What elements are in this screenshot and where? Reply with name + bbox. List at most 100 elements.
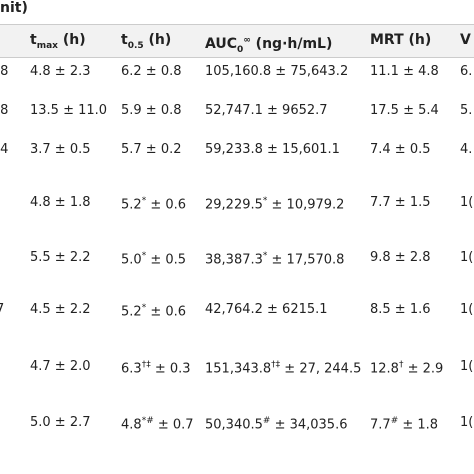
cell-text: 5.0* ± 0.5 xyxy=(121,245,186,271)
cell-text: 151,343.8†‡ ± 27, 244.5 xyxy=(205,354,361,380)
text: 4.7 ± 2.0 xyxy=(30,359,91,374)
cell-text: 29,229.5* ± 10,979.2 xyxy=(205,190,344,216)
text: 8.5 ± 1.6 xyxy=(370,302,431,317)
header-cell: V xyxy=(460,29,474,51)
text: (h) xyxy=(143,32,172,48)
text: 17.5 ± 5.4 xyxy=(370,103,439,118)
table-cell: 6.3†‡ ± 0.3 xyxy=(121,344,201,390)
cell-text: 3.7 ± 0.5 xyxy=(30,139,91,161)
cell-text: 1( 1( xyxy=(460,192,474,214)
text: 1( 1( xyxy=(460,302,474,317)
table-cell: 1( 1( xyxy=(460,297,474,323)
text: 4.5 ± 2.2 xyxy=(30,302,91,317)
table-cell: .4 xyxy=(0,137,22,163)
text: 4.8 ± 1.8 xyxy=(30,195,91,210)
table-cell: 4.7 ± 2.0 xyxy=(30,344,110,390)
cell-text: 1( 1( xyxy=(460,247,474,269)
table-cell: 6. xyxy=(460,59,474,85)
cell-text: t0.5 (h) xyxy=(121,32,172,51)
cell-text: 4.8*# ± 0.7 xyxy=(121,410,194,436)
header-cell: MRT (h) xyxy=(370,29,474,51)
table-cell: 5.0 ± 2.7 xyxy=(30,400,110,446)
text: .8 xyxy=(0,64,9,79)
cell-text: 1( 1( xyxy=(460,412,474,434)
table-cell: 17.5 ± 5.4 xyxy=(370,88,455,134)
text: 5.2 xyxy=(121,304,142,320)
table-cell: 5.2* ± 0.6 xyxy=(121,297,201,323)
cell-text: 5.0 ± 2.7 xyxy=(30,412,91,434)
header-cell: t0.5 (h) xyxy=(121,29,221,57)
table-cell: 5.5 ± 2.2 xyxy=(30,245,110,271)
sub: 0.5 xyxy=(127,40,144,51)
table-cell: 59,233.8 ± 15,601.1 xyxy=(205,137,365,163)
sup: * xyxy=(262,195,268,206)
table-cell: 9.8 ± 2.8 xyxy=(370,245,455,271)
text: ± 0.6 xyxy=(146,197,187,213)
table-cell: 5.9 ± 0.8 xyxy=(121,88,201,134)
cell-text: 12.8† ± 2.9 xyxy=(370,354,443,380)
cell-text: V xyxy=(460,32,471,48)
table-cell: .8 xyxy=(0,88,22,134)
table-cell: 4. 1( xyxy=(460,137,474,163)
text: .8 xyxy=(0,103,9,118)
table-cell: 1( 1( xyxy=(460,190,474,216)
cell-text: 17.5 ± 5.4 xyxy=(370,100,439,122)
sup: # xyxy=(390,415,399,426)
text: 1( 1( xyxy=(460,415,474,430)
cell-text: 4.8 ± 2.3 xyxy=(30,61,91,83)
text: 5. 1 xyxy=(460,103,474,118)
table-cell xyxy=(0,400,22,446)
table-cell: 8.5 ± 1.6 xyxy=(370,297,455,323)
table-cell: 13.5 ± 11.0 xyxy=(30,88,110,134)
text: 9.8 ± 2.8 xyxy=(370,250,431,265)
cell-text: 5. 1 xyxy=(460,100,474,122)
text: 6.2 ± 0.8 xyxy=(121,64,182,79)
text: 105,160.8 ± 75,643.2 xyxy=(205,64,349,79)
table-cell: 4.5 ± 2.2 xyxy=(30,297,110,323)
cell-text: 59,233.8 ± 15,601.1 xyxy=(205,139,340,161)
text: 4.8 xyxy=(121,417,142,433)
text: ± 17,570.8 xyxy=(267,252,345,268)
text: ± 27, 244.5 xyxy=(280,361,362,377)
text: 6. xyxy=(460,64,473,79)
cell-text: 7.7# ± 1.8 xyxy=(370,410,438,436)
header-band xyxy=(0,24,474,58)
text: 5.9 ± 0.8 xyxy=(121,103,182,118)
sup: † xyxy=(398,359,404,370)
text: 38,387.3 xyxy=(205,252,263,268)
table-cell: 4.8 ± 1.8 xyxy=(30,190,110,216)
cell-text: .8 xyxy=(0,100,8,122)
cell-text: 7 xyxy=(0,299,4,321)
text: 7 xyxy=(0,302,5,317)
text: 7.7 xyxy=(370,417,391,433)
cell-text: 8.5 ± 1.6 xyxy=(370,299,431,321)
sup: # xyxy=(262,415,271,426)
text: 11.1 ± 4.8 xyxy=(370,64,439,79)
sub: max xyxy=(36,40,58,51)
table-cell: 5. 1 xyxy=(460,88,474,134)
text: ± 34,035.6 xyxy=(270,417,348,433)
text: 42,764.2 ± 6215.1 xyxy=(205,302,328,317)
text: 5.2 xyxy=(121,197,142,213)
text: 1( 1( xyxy=(460,359,474,374)
cell-text: 6.3†‡ ± 0.3 xyxy=(121,354,191,380)
text: 1( 1( xyxy=(460,250,474,265)
table-cell: 6.2 ± 0.8 xyxy=(121,59,201,85)
table-cell xyxy=(0,190,22,216)
sup: ∞ xyxy=(243,35,251,45)
text: 7.4 ± 0.5 xyxy=(370,142,431,157)
cell-text: 50,340.5# ± 34,035.6 xyxy=(205,410,348,436)
cell-text: 7.4 ± 0.5 xyxy=(370,139,431,161)
sub: 0 xyxy=(237,44,244,55)
text: AUC xyxy=(205,35,238,52)
cell-text: 4. 1( xyxy=(460,139,474,161)
text: 3.7 ± 0.5 xyxy=(30,142,91,157)
table-cell: 1( 1( xyxy=(460,245,474,271)
text: (h) xyxy=(57,32,86,48)
cell-text: 5.9 ± 0.8 xyxy=(121,100,182,122)
table-cell: 4.8 ± 2.3 xyxy=(30,59,110,85)
table-cell: 5.2* ± 0.6 xyxy=(121,190,201,216)
text: 6.3 xyxy=(121,361,142,377)
cell-text: 6.2 ± 0.8 xyxy=(121,61,182,83)
